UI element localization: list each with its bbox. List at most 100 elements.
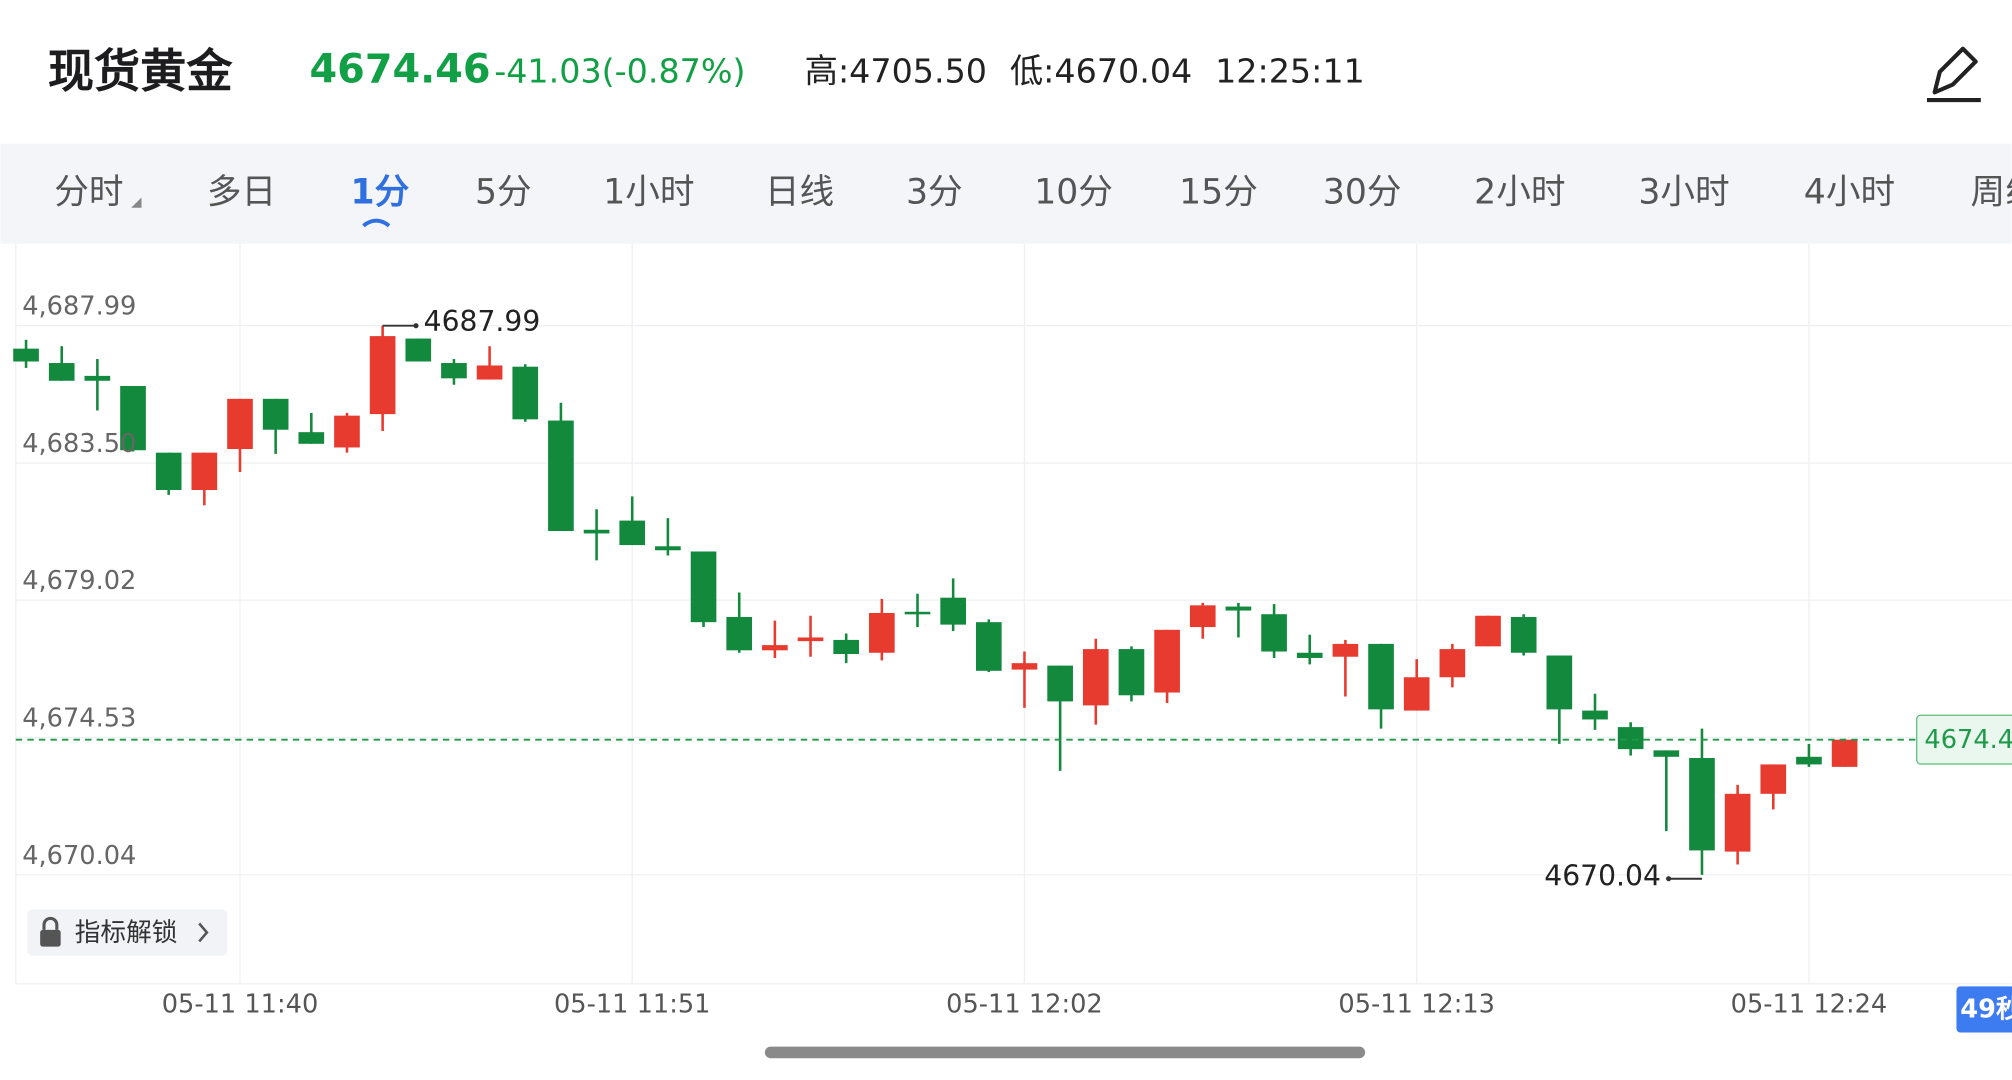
candle-body xyxy=(1011,663,1038,670)
candle-body xyxy=(1724,793,1751,852)
day-high: 高:4705.50 xyxy=(805,52,987,91)
candle-body xyxy=(13,348,39,362)
x-tick-label: 05-11 11:40 xyxy=(162,990,319,1020)
tab[interactable]: 日线 xyxy=(765,173,834,213)
candle-body xyxy=(1261,614,1287,652)
quote-time: 12:25:11 xyxy=(1215,52,1365,91)
candle-body xyxy=(548,420,574,531)
selected-caret xyxy=(362,218,391,228)
candle-body xyxy=(298,432,325,444)
home-indicator xyxy=(764,1046,1366,1059)
tab[interactable]: 多日 xyxy=(207,173,276,213)
tab[interactable]: 15分 xyxy=(1179,173,1258,213)
candle-body xyxy=(690,551,717,623)
low-marker-dot xyxy=(1666,876,1672,882)
candle-body xyxy=(262,398,289,430)
candle-body xyxy=(1475,615,1501,647)
candle-body xyxy=(1047,665,1073,702)
price-change: -41.03(-0.87%) xyxy=(494,52,745,91)
y-tick-label: 4,674.53 xyxy=(22,704,136,734)
x-tick-label: 05-11 12:02 xyxy=(946,990,1103,1020)
lock-icon-shackle xyxy=(42,916,59,930)
x-tick-label: 05-11 12:13 xyxy=(1338,990,1495,1020)
x-tick-label: 05-11 11:51 xyxy=(554,990,711,1020)
dropdown-marker xyxy=(131,197,142,208)
high-marker-dot xyxy=(413,323,419,329)
candle-body xyxy=(227,398,253,449)
candle-body xyxy=(940,597,966,625)
tab[interactable]: 2小时 xyxy=(1474,173,1565,213)
tab[interactable]: 1小时 xyxy=(603,173,694,213)
current-price: 4674.46 xyxy=(310,46,491,92)
y-tick-label: 4,679.02 xyxy=(22,566,136,596)
candle-body xyxy=(583,529,610,534)
day-low: 低:4670.04 xyxy=(1010,52,1192,91)
candle-body xyxy=(1154,629,1180,693)
candle-body xyxy=(1189,605,1216,628)
candle-body xyxy=(405,338,432,362)
candle-body xyxy=(1689,758,1715,851)
y-tick-label: 4,683.50 xyxy=(22,429,136,459)
candle-body xyxy=(1296,652,1323,658)
tab[interactable]: 周线 xyxy=(1971,173,2012,213)
candle-body xyxy=(1796,756,1822,765)
candle-body xyxy=(334,415,360,448)
candle-body xyxy=(619,520,646,546)
candle-body xyxy=(120,385,146,451)
candle-body xyxy=(1332,643,1359,657)
button-label: 指标解锁 xyxy=(75,918,178,948)
tab[interactable]: 1分 xyxy=(351,173,410,213)
high-label: 4687.99 xyxy=(424,305,541,338)
candle-body xyxy=(1760,764,1787,794)
tab[interactable]: 4小时 xyxy=(1804,173,1895,213)
candle-body xyxy=(441,363,467,379)
tab[interactable]: 10分 xyxy=(1034,173,1113,213)
tab[interactable]: 30分 xyxy=(1323,173,1402,213)
candle-body xyxy=(369,336,396,415)
candle-body xyxy=(476,365,503,380)
candle-body xyxy=(191,452,218,490)
tab[interactable]: 3小时 xyxy=(1638,173,1729,213)
chevron xyxy=(198,922,209,943)
candle-body xyxy=(1368,643,1394,710)
y-tick-label: 4,670.04 xyxy=(22,841,136,871)
last-price-box xyxy=(1916,714,2012,765)
lock-icon-body xyxy=(40,929,61,947)
tab-bar xyxy=(0,143,2012,244)
edit-button[interactable] xyxy=(1926,46,1981,103)
button-bg xyxy=(27,909,228,956)
countdown-text: 49秒 xyxy=(1960,995,2012,1025)
instrument-title: 现货黄金 xyxy=(48,44,233,98)
candle-body xyxy=(1546,655,1573,710)
countdown-badge xyxy=(1956,986,2012,1033)
y-tick-label: 4,687.99 xyxy=(22,292,136,322)
low-label: 4670.04 xyxy=(1544,859,1661,892)
candle-body xyxy=(1617,727,1644,750)
tab[interactable]: 分时 xyxy=(54,173,123,213)
candle-body xyxy=(869,612,895,653)
x-tick-label: 05-11 12:24 xyxy=(1731,990,1888,1020)
edit-icon xyxy=(1932,46,1978,95)
candle-body xyxy=(655,546,681,551)
candle-body xyxy=(1403,677,1430,711)
candle-body xyxy=(1831,739,1858,767)
candle-body xyxy=(1118,649,1145,696)
candle-body xyxy=(904,611,931,615)
candle-body xyxy=(1582,710,1608,720)
indicator-unlock-button[interactable]: 指标解锁 xyxy=(27,909,228,956)
candle-body xyxy=(975,622,1002,671)
last-price-label: 4674.46 xyxy=(1924,725,2012,755)
candle-body xyxy=(1653,750,1680,757)
candle-body xyxy=(762,645,788,651)
candle-body xyxy=(1510,616,1537,653)
candle-body xyxy=(155,452,182,490)
candle-body xyxy=(1082,649,1109,706)
candle-body xyxy=(797,637,824,642)
tab[interactable]: 3分 xyxy=(906,173,963,213)
candle-body xyxy=(726,616,753,651)
tab[interactable]: 5分 xyxy=(475,173,532,213)
candle-body xyxy=(833,639,860,654)
candle-body xyxy=(1439,649,1466,678)
